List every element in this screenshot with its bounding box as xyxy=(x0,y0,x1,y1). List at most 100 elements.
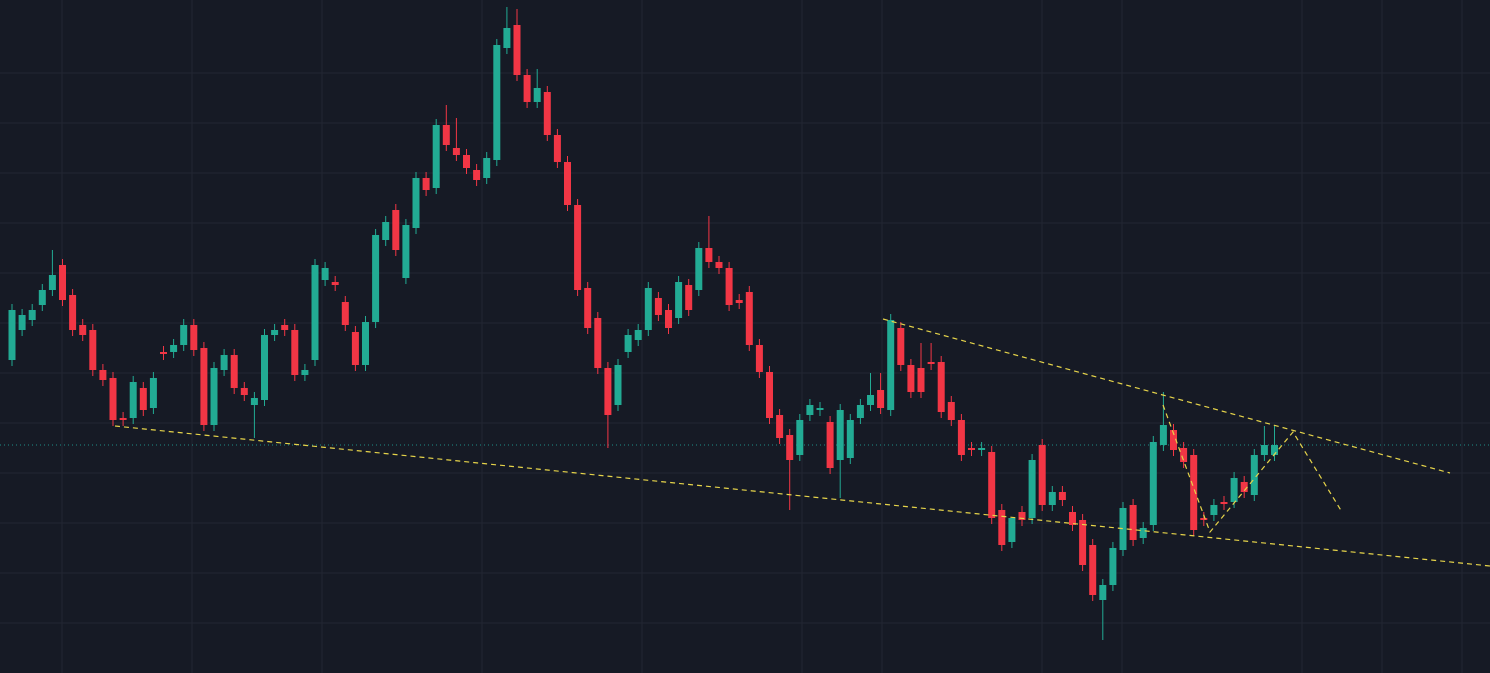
candle-body xyxy=(766,372,773,418)
candle-body xyxy=(816,408,824,410)
candle-body xyxy=(89,330,97,370)
candle-body xyxy=(311,265,319,360)
candle-body xyxy=(301,370,309,375)
candle-body xyxy=(685,285,693,310)
candle-body xyxy=(1099,585,1107,600)
candle-body xyxy=(392,210,400,250)
candle-body xyxy=(422,178,430,190)
candle-body xyxy=(432,125,440,188)
candle-body xyxy=(564,162,571,205)
candle-body xyxy=(402,225,410,278)
candle-body xyxy=(675,282,683,318)
candle-body xyxy=(553,135,561,162)
candle-body xyxy=(1149,442,1157,525)
candle-body xyxy=(59,265,66,300)
candle-body xyxy=(1109,548,1117,585)
candle-body xyxy=(149,378,157,408)
candle-body xyxy=(473,170,481,180)
candle-body xyxy=(867,395,874,405)
candle-body xyxy=(988,452,996,518)
candle-body xyxy=(1018,512,1026,520)
zigzag-projection xyxy=(1162,404,1343,534)
candle-body xyxy=(786,435,794,460)
candle-body xyxy=(624,335,632,352)
candle-body xyxy=(119,418,127,420)
candle-body xyxy=(372,235,380,322)
candle-body xyxy=(917,368,925,392)
candle-body xyxy=(907,365,915,392)
candle-body xyxy=(79,325,87,335)
candle-body xyxy=(614,365,622,405)
candle-body xyxy=(806,405,814,415)
candle-body xyxy=(1038,445,1046,505)
candle-body xyxy=(220,355,228,370)
candle-body xyxy=(826,422,834,468)
candle-body xyxy=(139,388,147,410)
candle-body xyxy=(1260,445,1268,455)
candle-body xyxy=(1139,528,1147,538)
candle-body xyxy=(69,295,77,330)
candle-body xyxy=(230,355,238,388)
candle-body xyxy=(442,125,450,145)
candle-body xyxy=(978,448,986,450)
candle-body xyxy=(250,398,258,405)
candle-body xyxy=(513,25,521,75)
candle-body xyxy=(1089,545,1097,595)
candle-body xyxy=(493,45,501,160)
candle-body xyxy=(1250,455,1258,495)
candle-body xyxy=(38,290,46,305)
candle-body xyxy=(897,328,905,365)
candle-body xyxy=(887,320,895,410)
candle-body xyxy=(8,310,16,360)
candle-body xyxy=(48,275,56,290)
candle-body xyxy=(1180,448,1188,462)
candle-body xyxy=(1190,455,1198,530)
candle-body xyxy=(594,318,602,368)
candle-body xyxy=(695,248,703,290)
candle-body xyxy=(28,310,36,320)
candle-body xyxy=(533,88,541,102)
candle-body xyxy=(755,345,763,372)
candle-body xyxy=(927,362,935,364)
candle-body xyxy=(1170,430,1177,450)
vertical-grid xyxy=(61,0,1463,673)
candle-body xyxy=(725,268,733,305)
candle-body xyxy=(1008,518,1016,542)
candle-body xyxy=(937,362,945,412)
candle-body xyxy=(1240,482,1248,492)
candle-body xyxy=(745,292,753,345)
candle-body xyxy=(735,300,743,303)
candles xyxy=(8,7,1278,640)
candle-body xyxy=(998,510,1006,545)
trend-line-upper xyxy=(882,318,1451,474)
candle-body xyxy=(109,378,117,420)
candle-body xyxy=(170,345,178,352)
candle-body xyxy=(271,330,279,335)
candle-body xyxy=(1210,505,1218,515)
candle-body xyxy=(604,368,612,415)
candle-body xyxy=(1079,520,1087,565)
candle-body xyxy=(947,402,955,420)
candle-body xyxy=(99,370,107,380)
candle-body xyxy=(351,332,359,365)
candle-body xyxy=(331,282,339,285)
candle-body xyxy=(1220,502,1228,504)
candle-body xyxy=(129,382,137,418)
candle-body xyxy=(1048,492,1056,505)
candle-body xyxy=(412,178,420,228)
candle-body xyxy=(1200,518,1208,520)
candle-body xyxy=(968,448,975,450)
candle-body xyxy=(281,325,289,330)
candle-body xyxy=(362,322,369,365)
candle-body xyxy=(796,420,804,455)
candle-body xyxy=(190,325,198,350)
candle-body xyxy=(957,420,965,455)
candle-body xyxy=(503,28,511,48)
candle-body xyxy=(543,92,551,135)
candle-body xyxy=(523,75,531,102)
candle-body xyxy=(1159,425,1167,445)
candle-body xyxy=(341,302,349,325)
candle-body xyxy=(705,248,713,262)
